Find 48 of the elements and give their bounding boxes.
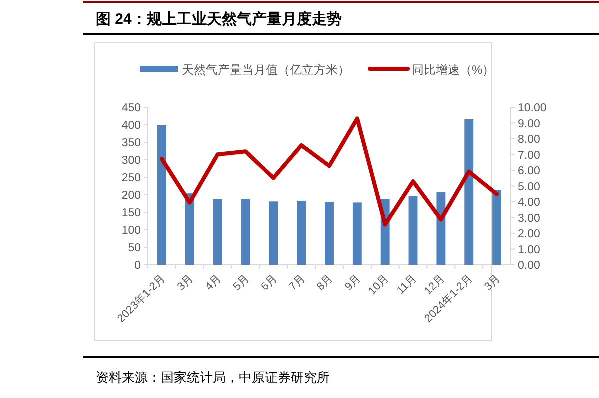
y2-tick-label: 7.00 [518, 150, 540, 162]
text: 资料来源：国家统计局，中原证券研究所 [96, 370, 330, 385]
x-tick-label: 11月 [395, 272, 420, 297]
legend-label: 同比增速（%） [412, 63, 495, 77]
y-tick-label: 50 [128, 242, 141, 254]
bar [408, 196, 418, 265]
bar [185, 194, 194, 265]
x-tick-label: 10月 [366, 272, 392, 298]
y-tick-label: 450 [122, 102, 141, 114]
y2-tick-label: 6.00 [518, 166, 540, 178]
y-tick-label: 400 [122, 120, 141, 132]
y-tick-label: 250 [122, 172, 141, 184]
bar [213, 199, 222, 265]
y2-tick-label: 1.00 [518, 244, 540, 256]
bar [436, 192, 446, 265]
y2-tick-label: 3.00 [518, 212, 540, 225]
x-tick-label: 8月 [315, 272, 336, 294]
line-series [160, 116, 500, 227]
x-tick-label: 5月 [231, 272, 252, 294]
y-tick-label: 300 [122, 155, 141, 167]
x-tick-label: 4月 [203, 272, 224, 294]
chart-title: 图 24：规上工业天然气产量月度走势 [96, 10, 342, 28]
x-tick-label: 9月 [342, 272, 364, 294]
x-tick-label: 7月 [287, 272, 308, 294]
y2-tick-label: 8.00 [518, 134, 540, 146]
y-tick-label: 100 [122, 225, 141, 237]
y-tick-label: 150 [122, 208, 141, 220]
bar [492, 190, 502, 265]
bar [269, 202, 278, 265]
legend-label: 天然气产量当月值（亿立方米） [182, 63, 350, 77]
bar [464, 119, 474, 265]
y2-tick-label: 9.00 [518, 118, 540, 130]
x-tick-label: 3月 [175, 272, 196, 294]
y-tick-label: 350 [122, 138, 141, 150]
y2-tick-label: 0.00 [518, 260, 540, 272]
y2-tick-label: 10.00 [518, 102, 547, 114]
x-tick-label: 3月 [482, 272, 504, 294]
y-tick-label: 0 [134, 260, 141, 272]
y-tick-label: 200 [122, 190, 141, 202]
x-tick-label: 6月 [259, 272, 280, 294]
bar [325, 202, 334, 265]
bar [241, 199, 250, 265]
y2-tick-label: 5.00 [518, 181, 540, 194]
bar [297, 200, 306, 265]
y2-tick-label: 4.00 [518, 197, 540, 209]
y2-tick-label: 2.00 [518, 228, 540, 240]
bar [157, 125, 166, 265]
bar [352, 202, 362, 265]
